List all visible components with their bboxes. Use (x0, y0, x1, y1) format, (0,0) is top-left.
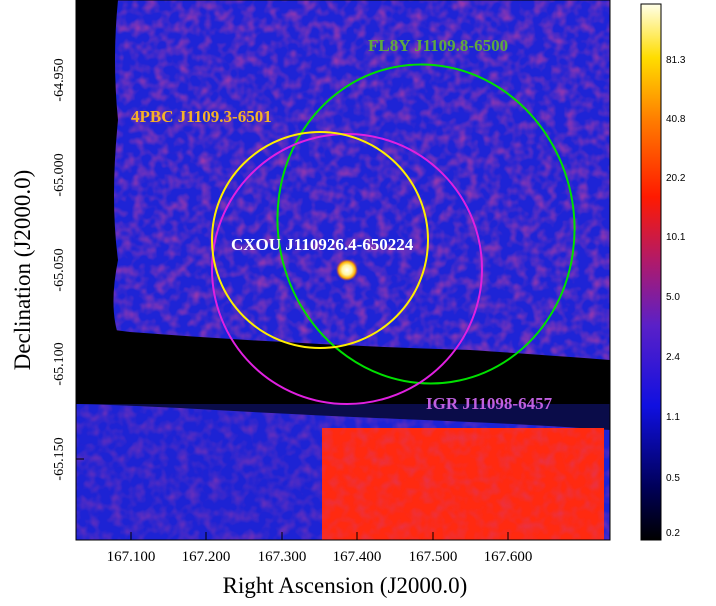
igr-label: IGR J11098-6457 (426, 394, 553, 413)
chip-gap-vertical (76, 0, 120, 340)
colorbar-tick: 5.0 (666, 292, 680, 303)
x-tick-label: 167.200 (182, 549, 231, 565)
chip-gap-horizontal (76, 325, 610, 430)
y-tick-label: -64.950 (52, 58, 67, 101)
y-tick-label: -65.000 (52, 153, 67, 196)
x-tick-label: 167.400 (333, 549, 382, 565)
y-tick-label: -65.050 (52, 248, 67, 291)
colorbar-tick: 0.2 (666, 528, 680, 539)
y-tick-label: -65.100 (52, 342, 67, 385)
colorbar-tick: 2.4 (666, 352, 680, 363)
x-tick-label: 167.600 (484, 549, 533, 565)
y-tick-label: -65.150 (52, 437, 67, 480)
colorbar-tick: 20.2 (666, 173, 686, 184)
x-axis-label: Right Ascension (J2000.0) (223, 573, 468, 598)
colorbar-tick: 40.8 (666, 114, 686, 125)
colorbar (640, 3, 662, 541)
colorbar-tick: 81.3 (666, 55, 686, 66)
y-axis-label: Declination (J2000.0) (10, 170, 35, 371)
sky-image (76, 0, 610, 540)
x-tick-label: 167.500 (409, 549, 458, 565)
x-axis (130, 532, 509, 540)
x-tick-label: 167.100 (107, 549, 156, 565)
y-axis (76, 79, 84, 460)
colorbar-tick: 0.5 (666, 473, 680, 484)
cxou-label: CXOU J110926.4-650224 (231, 235, 414, 254)
colorbar-tick: 1.1 (666, 412, 680, 423)
igr-error-circle (211, 133, 483, 405)
point-source (336, 259, 358, 281)
colorbar-tick: 10.1 (666, 232, 686, 243)
fl8y-label: FL8Y J1109.8-6500 (368, 36, 508, 55)
pbc-error-circle (211, 131, 429, 349)
x-tick-label: 167.300 (258, 549, 307, 565)
pbc-label: 4PBC J1109.3-6501 (131, 107, 272, 126)
bright-chip-noise (322, 428, 604, 540)
fl8y-error-ellipse (276, 63, 576, 385)
